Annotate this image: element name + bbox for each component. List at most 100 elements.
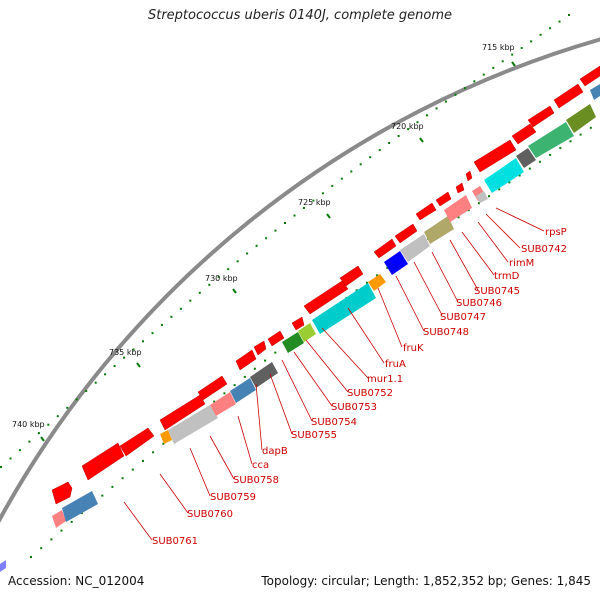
genome-title: Streptococcus uberis 0140J, complete gen… — [147, 8, 453, 23]
leader-line — [413, 261, 443, 316]
tick-dot — [28, 440, 31, 443]
accession-text: Accession: NC_012004 — [8, 574, 145, 588]
leader-line — [377, 287, 403, 348]
tick-dot — [246, 252, 249, 255]
tick-dot — [488, 195, 490, 198]
tick-dot — [255, 244, 258, 247]
cog-bar — [528, 122, 574, 158]
tick-dot — [80, 512, 83, 515]
tick-dot — [350, 170, 353, 173]
outer-tick-dots — [0, 14, 570, 468]
gene-arrow — [435, 191, 452, 207]
gene-arrow — [579, 65, 600, 87]
tick-dot — [236, 260, 239, 263]
tick-dot — [243, 375, 246, 378]
tick-dot — [365, 281, 368, 284]
tick-dot — [121, 477, 124, 480]
cog-bar — [444, 195, 472, 222]
tick-dot — [85, 390, 88, 392]
tick-dot — [416, 121, 419, 124]
tick-dot — [0, 466, 2, 468]
tick-dot — [142, 340, 144, 343]
gene-arrow — [339, 265, 364, 287]
leader-line — [123, 501, 153, 541]
tick-dot — [321, 192, 324, 195]
tick-dot — [407, 128, 410, 131]
major-tick — [40, 436, 45, 442]
tick-dot — [435, 107, 438, 110]
cog-bar — [0, 560, 6, 572]
gene-label-SUB0761: SUB0761 — [152, 536, 198, 547]
leader-line — [395, 275, 425, 332]
gene-label-SUB0745: SUB0745 — [474, 286, 520, 297]
tick-label-735: 735 kbp — [109, 348, 142, 357]
tick-dot — [477, 202, 480, 205]
leader-line — [159, 473, 189, 514]
cog-bar — [168, 405, 218, 444]
gene-arrow — [465, 170, 473, 182]
gene-label-SUB0753: SUB0753 — [331, 402, 377, 413]
topology-summary: Topology: circular; Length: 1,852,352 bp… — [261, 574, 591, 588]
leader-line — [477, 221, 509, 263]
tick-dot — [233, 384, 236, 387]
cog-bars — [0, 84, 600, 572]
tick-dot — [9, 457, 12, 460]
tick-dot — [331, 184, 334, 187]
leader-line — [293, 351, 333, 407]
tick-label-725: 725 kbp — [298, 198, 331, 207]
tick-label-720: 720 kbp — [391, 122, 424, 131]
gene-arrow — [473, 139, 517, 173]
gene-label-SUB0758: SUB0758 — [233, 475, 279, 486]
tick-dot — [538, 160, 541, 163]
tick-dot — [30, 556, 32, 558]
cog-bar — [590, 84, 600, 100]
label-leader-lines — [123, 207, 545, 541]
tick-dot — [386, 266, 389, 269]
tick-dot — [56, 415, 59, 418]
gene-label-SUB0760: SUB0760 — [187, 509, 233, 520]
tick-dot — [463, 87, 466, 90]
tick-dot — [579, 133, 582, 136]
tick-dot — [528, 167, 531, 170]
tick-dot — [132, 348, 135, 351]
cog-bar — [384, 251, 408, 275]
tick-dot — [18, 449, 21, 452]
gene-arrow — [51, 481, 73, 505]
tick-dot — [302, 207, 305, 209]
gene-label-SUB0752: SUB0752 — [347, 388, 393, 399]
tick-label-730: 730 kbp — [205, 274, 238, 283]
tick-dot — [473, 80, 476, 83]
cog-bar — [424, 216, 454, 244]
tick-dot — [274, 229, 277, 232]
tick-dot — [75, 398, 78, 401]
tick-dot — [274, 351, 277, 354]
tick-dot — [482, 73, 485, 76]
tick-dot — [467, 209, 470, 212]
cog-bar — [484, 158, 524, 193]
tick-dot — [111, 485, 114, 488]
gene-label-SUB0754: SUB0754 — [311, 417, 357, 428]
tick-dot — [265, 237, 268, 240]
tick-dot — [539, 33, 542, 36]
gene-label-SUB0759: SUB0759 — [210, 492, 256, 503]
leader-line — [347, 307, 385, 364]
cog-bar — [476, 191, 488, 203]
tick-dot — [312, 199, 315, 202]
tick-dot — [589, 126, 592, 129]
tick-dot — [101, 494, 104, 497]
leader-line — [209, 435, 235, 480]
major-tick — [511, 61, 516, 67]
tick-dot — [264, 359, 267, 362]
tick-dot — [568, 14, 570, 16]
cog-bar — [52, 510, 66, 528]
tick-dot — [340, 177, 343, 180]
tick-dot — [179, 307, 182, 310]
leader-line — [281, 359, 313, 422]
tick-dot — [70, 520, 73, 523]
gene-label-SUB0755: SUB0755 — [291, 430, 337, 441]
tick-dot — [160, 323, 163, 326]
tick-dot — [549, 27, 552, 30]
cog-bar — [210, 392, 236, 416]
tick-dot — [131, 468, 134, 471]
